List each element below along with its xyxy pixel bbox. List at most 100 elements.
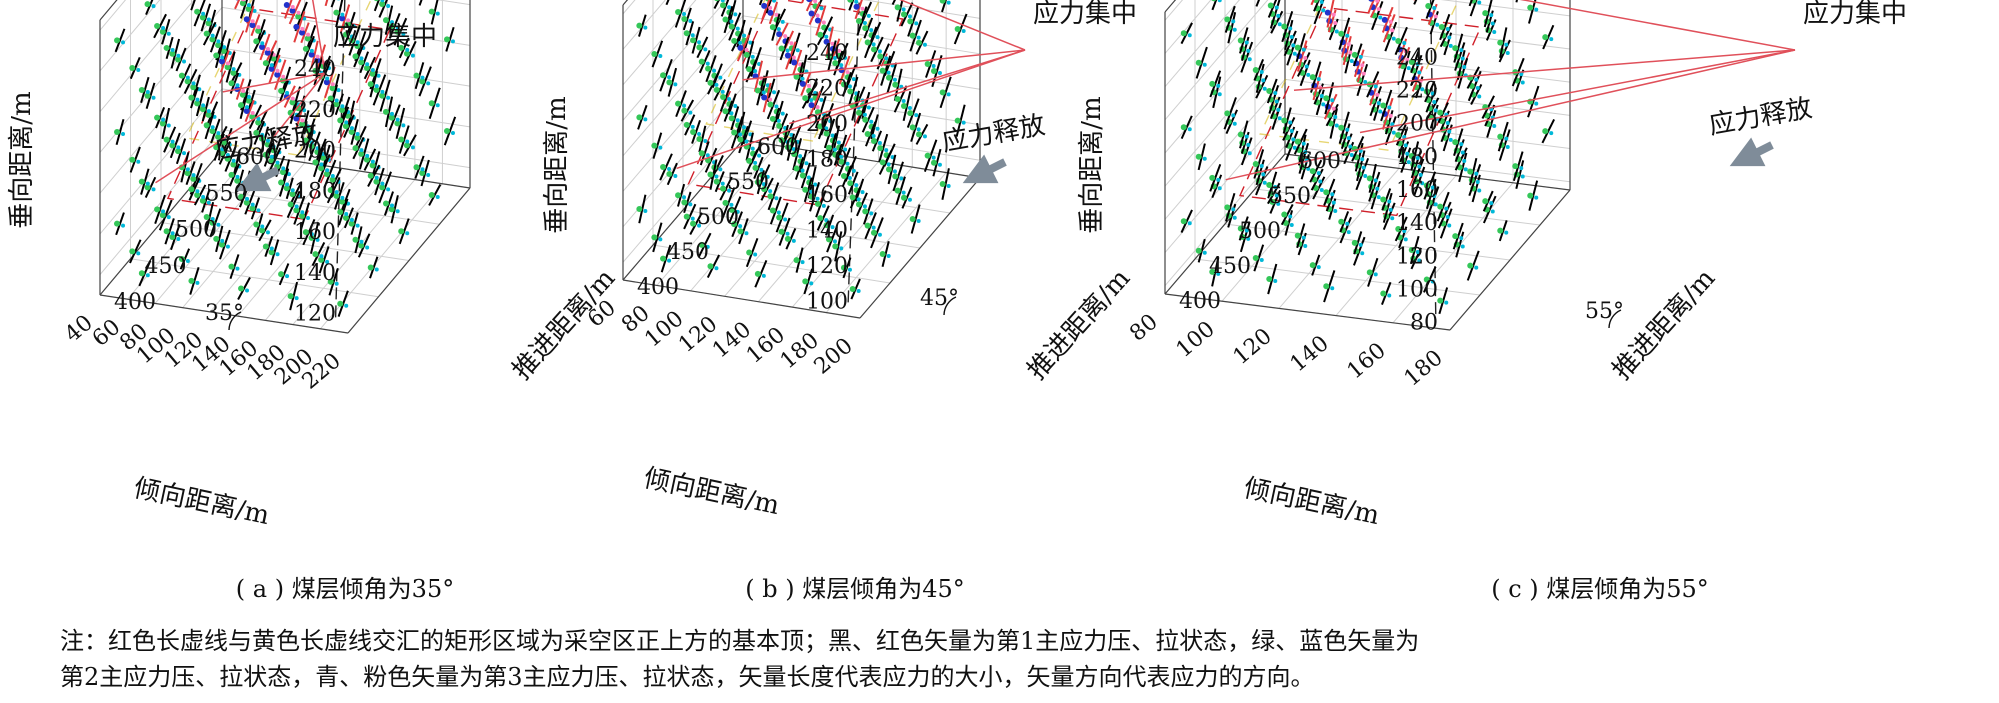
vector-principal3: [804, 161, 809, 166]
vector-principal2: [262, 151, 269, 158]
vector-principal3: [365, 245, 370, 250]
vector-principal2: [793, 257, 800, 264]
vector-principal3: [1244, 228, 1249, 233]
vector-principal2: [255, 27, 262, 34]
vector-principal1: [854, 0, 863, 20]
vector-principal2: [352, 53, 359, 60]
z-tick-label: 220: [806, 76, 848, 101]
vector-principal2: [746, 157, 753, 164]
vector-principal3: [1333, 209, 1338, 214]
vector-principal2: [720, 185, 727, 192]
vector-principal3: [1216, 83, 1221, 88]
vector-principal2: [784, 144, 791, 151]
vector-principal2: [243, 16, 250, 23]
vector-principal3: [1435, 22, 1440, 27]
vector-principal2: [258, 135, 265, 142]
vector-principal3: [843, 147, 848, 152]
vector-principal2: [853, 3, 860, 10]
vector-principal1: [660, 244, 672, 273]
vector-principal3: [815, 105, 820, 110]
vector-principal3: [916, 219, 921, 224]
concentration-label: 应力集中: [1033, 0, 1137, 29]
z-axis-label: 垂向距离/m: [542, 96, 572, 233]
vector-principal3: [435, 11, 440, 16]
vector-principal3: [866, 13, 871, 18]
vector-principal2: [154, 206, 161, 213]
z-tick-label: 120: [806, 254, 848, 279]
vector-principal3: [1330, 192, 1335, 197]
vector-principal2: [194, 192, 201, 199]
vector-principal3: [300, 118, 305, 123]
vector-principal3: [334, 98, 339, 103]
vector-principal3: [1403, 143, 1408, 148]
vector-principal2: [776, 31, 783, 38]
vector-principal3: [744, 47, 749, 52]
vector-principal2: [337, 117, 344, 124]
vector-principal3: [269, 63, 274, 68]
vector-principal3: [1319, 187, 1324, 192]
vector-principal2: [428, 100, 435, 107]
vector-principal2: [154, 114, 161, 121]
vector-principal3: [306, 32, 311, 37]
vector-principal2: [1209, 268, 1216, 275]
release-arrow: [962, 154, 1007, 184]
vector-principal3: [1274, 5, 1279, 10]
vector-principal3: [1301, 47, 1306, 52]
vector-principal2: [1180, 218, 1187, 225]
vector-principal2: [660, 72, 667, 79]
dip-angle-label: 45°: [920, 286, 959, 311]
vector-principal2: [228, 263, 235, 270]
vector-principal3: [682, 103, 687, 108]
vector-principal2: [660, 255, 667, 262]
axis-edge: [347, 187, 471, 334]
vector-principal2: [230, 69, 237, 76]
vector-principal2: [419, 170, 426, 177]
y-tick-label: 550: [206, 181, 248, 206]
vector-principal3: [245, 196, 250, 201]
grid-line: [1284, 112, 1571, 150]
vector-principal2: [1195, 153, 1202, 160]
z-tick-label: 160: [806, 183, 848, 208]
vector-principal3: [269, 154, 274, 159]
vector-principal1: [234, 0, 241, 10]
vector-principal2: [249, 22, 256, 29]
vector-principal3: [195, 97, 200, 102]
vector-principal3: [871, 225, 876, 230]
vector-principal3: [151, 95, 156, 100]
z-tick-label: 180: [294, 179, 336, 204]
vector-principal3: [1289, 128, 1294, 133]
vector-principal3: [1259, 163, 1264, 168]
vector-principal3: [705, 61, 710, 66]
vector-principal3: [690, 216, 695, 221]
vector-principal2: [369, 162, 376, 169]
vector-principal2: [215, 42, 222, 49]
dip-angle-label: 55°: [1585, 299, 1624, 324]
vector-principal3: [1391, 130, 1396, 135]
vector-principal2: [299, 121, 306, 128]
vector-principal2: [354, 134, 361, 141]
vector-principal2: [1267, 2, 1274, 9]
axis-edge: [1284, 153, 1571, 191]
vector-principal3: [780, 19, 785, 24]
vector-principal3: [791, 55, 796, 60]
goaf-outline: [687, 0, 904, 303]
vector-principal3: [1274, 193, 1279, 198]
vector-principal2: [939, 181, 946, 188]
vector-principal3: [260, 41, 265, 46]
vector-principal3: [246, 3, 251, 8]
vector-principal2: [849, 286, 856, 293]
vector-principal3: [281, 74, 286, 79]
vector-principal3: [1391, 36, 1396, 41]
vector-principal3: [795, 48, 800, 53]
vector-principal2: [238, 285, 245, 292]
vector-principal3: [800, 168, 805, 173]
vector-principal2: [1338, 30, 1345, 37]
vector-principal2: [224, 155, 231, 162]
vector-principal3: [780, 111, 785, 116]
vector-principal3: [839, 154, 844, 159]
vector-principal3: [1402, 228, 1407, 233]
vector-principal3: [907, 197, 912, 202]
vector-principal3: [813, 90, 818, 95]
grid-line: [1194, 258, 1481, 296]
z-tick-label: 160: [294, 220, 336, 245]
